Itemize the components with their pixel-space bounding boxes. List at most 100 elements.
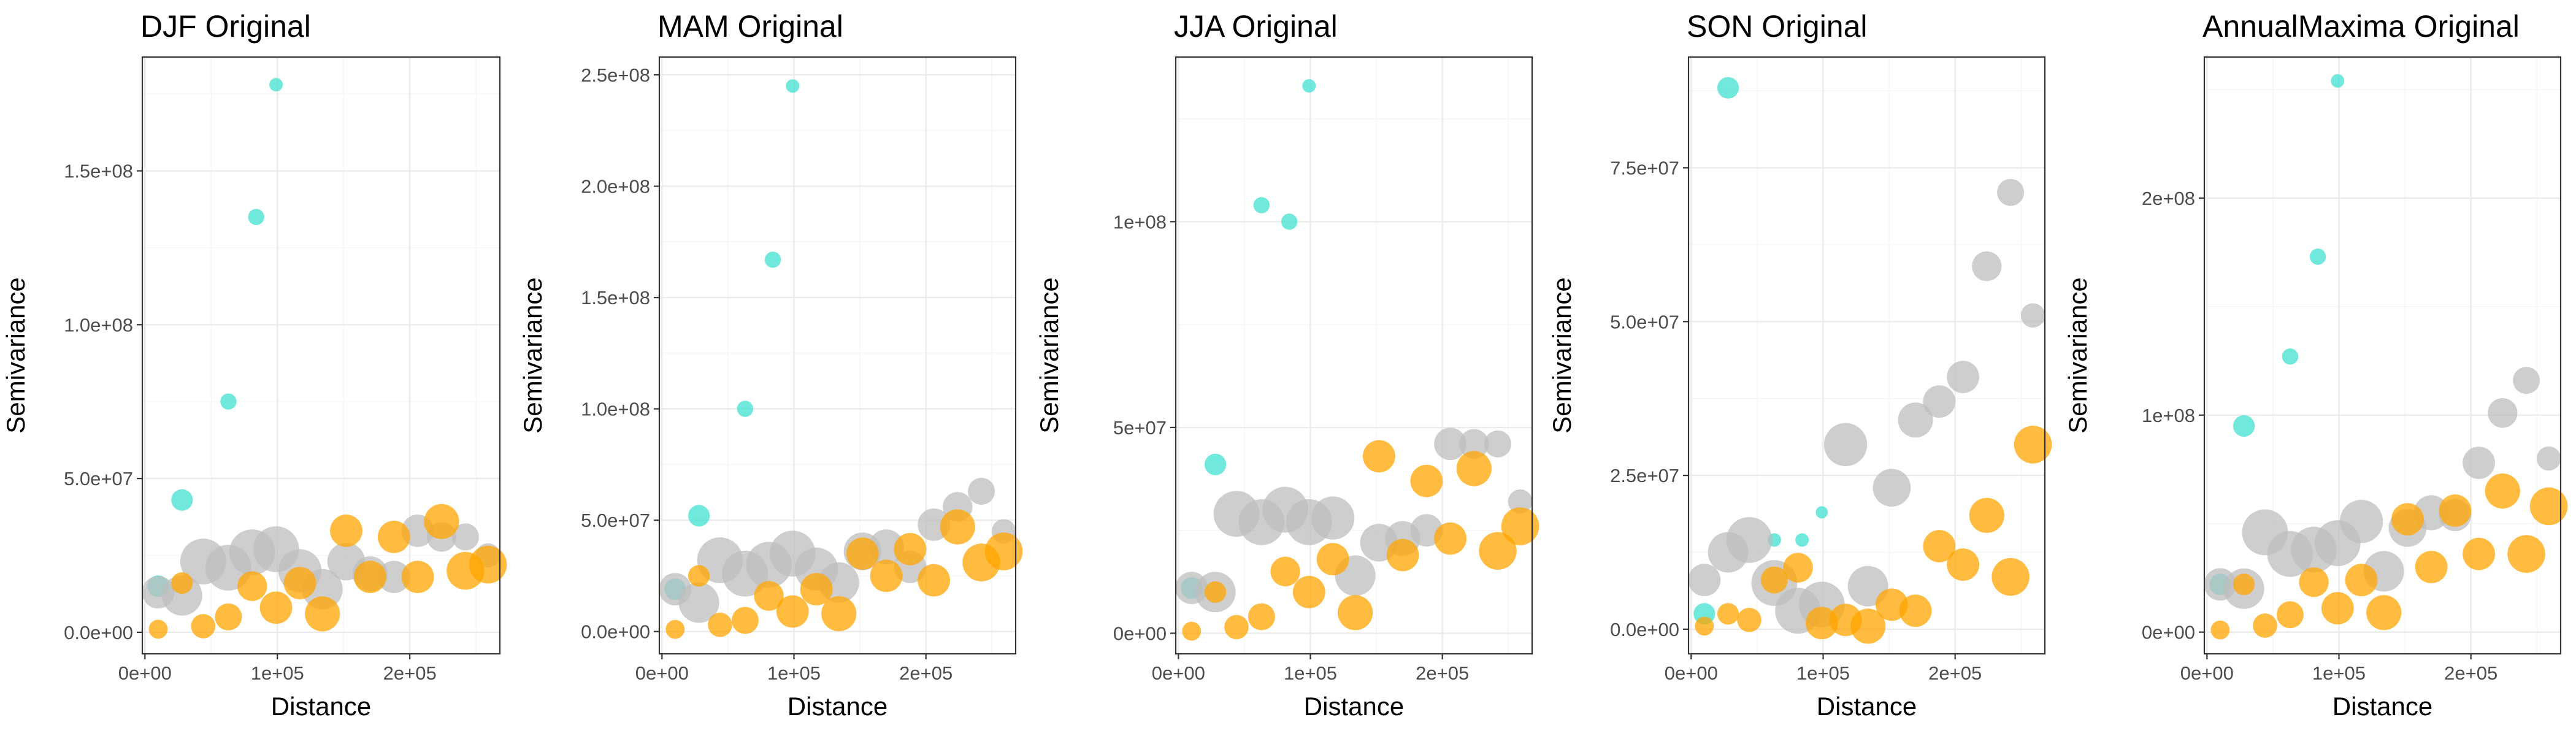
- point-orange-1: [1695, 616, 1714, 636]
- point-orange-12: [1947, 548, 1980, 581]
- point-cyan-4: [1281, 213, 1298, 230]
- point-grey-13: [1972, 251, 2002, 282]
- point-orange-15: [2529, 487, 2568, 526]
- point-cyan-2: [1717, 77, 1739, 99]
- point-orange-10: [870, 559, 903, 592]
- point-orange-8: [1850, 608, 1886, 644]
- point-cyan-3: [2282, 348, 2299, 365]
- point-orange-15: [984, 532, 1023, 570]
- y-axis-title: Semivariance: [518, 277, 547, 433]
- point-cyan-2: [1205, 453, 1227, 475]
- point-orange-12: [1434, 522, 1467, 555]
- chart-title: DJF Original: [140, 9, 311, 44]
- panel-2: 0e+00 1e+05 2e+05 0.0e+00 5.0e+07 1.0e+08 1.5e…: [518, 9, 1023, 721]
- point-orange-10: [2415, 551, 2448, 583]
- point-orange-5: [1270, 556, 1300, 586]
- y-tick-label: 2.5e+07: [1610, 465, 1679, 486]
- x-tick-label: 0e+00: [1665, 662, 1718, 684]
- panel-border: [141, 56, 501, 655]
- point-orange-12: [401, 561, 434, 593]
- x-tick-label: 0e+00: [635, 662, 689, 684]
- point-grey-7: [2339, 500, 2383, 543]
- point-orange-11: [1923, 530, 1956, 562]
- point-orange-10: [1386, 539, 1419, 572]
- point-orange-15: [1501, 507, 1539, 545]
- point-grey-7: [1311, 496, 1355, 540]
- point-grey-14: [1997, 178, 2025, 206]
- point-orange-3: [2253, 613, 2277, 638]
- point-orange-10: [354, 561, 386, 593]
- panel-5: 0e+00 1e+05 2e+05 0e+00 1e+08 2e+08 AnnualMaxi…: [2063, 9, 2568, 721]
- point-orange-2: [688, 565, 710, 587]
- x-tick-label: 1e+05: [1796, 662, 1850, 684]
- chart-title: AnnualMaxima Original: [2202, 9, 2520, 44]
- y-tick-label: 1.0e+08: [581, 399, 650, 420]
- plot-background: [1176, 57, 1532, 654]
- point-grey-9: [1873, 469, 1911, 507]
- x-tick-label: 2e+05: [2444, 662, 2497, 684]
- point-orange-14: [1479, 532, 1517, 570]
- point-cyan-3: [737, 401, 754, 417]
- point-orange-4: [1760, 566, 1788, 594]
- y-tick-label: 1.0e+08: [64, 314, 133, 335]
- point-grey-11: [377, 561, 410, 593]
- point-orange-7: [800, 573, 833, 606]
- x-tick-label: 1e+05: [1284, 662, 1337, 684]
- point-cyan-3: [220, 393, 237, 410]
- point-orange-7: [2345, 564, 2378, 597]
- point-cyan-4: [248, 209, 264, 225]
- panel-border: [1687, 56, 2046, 655]
- point-grey-13: [1459, 429, 1489, 459]
- point-orange-2: [171, 572, 193, 594]
- point-orange-11: [377, 521, 410, 553]
- point-cyan-2: [171, 489, 193, 511]
- point-orange-3: [708, 613, 732, 637]
- panel-border: [2203, 56, 2562, 655]
- panel-border: [658, 56, 1017, 655]
- y-tick-label: 2.5e+08: [581, 64, 650, 86]
- y-tick-label: 1e+08: [2142, 405, 2195, 426]
- point-cyan-2: [688, 505, 710, 527]
- point-grey-3: [1726, 517, 1773, 563]
- point-orange-6: [776, 595, 809, 628]
- point-grey-12: [1947, 361, 1980, 393]
- y-tick-label: 1e+08: [1113, 211, 1167, 232]
- point-orange-9: [330, 515, 362, 547]
- panel-4: 0e+00 1e+05 2e+05 0.0e+00 2.5e+07 5.0e+07 7.5e…: [1547, 9, 2052, 721]
- point-orange-13: [2485, 473, 2520, 509]
- y-tick-label: 1.5e+08: [581, 287, 650, 309]
- point-orange-2: [1717, 603, 1739, 625]
- y-tick-label: 0.0e+00: [1610, 619, 1679, 640]
- point-grey-1: [1688, 564, 1721, 596]
- point-orange-12: [2463, 537, 2496, 570]
- x-axis-title: Distance: [1304, 692, 1404, 721]
- point-orange-9: [2391, 503, 2424, 535]
- point-grey-12: [2463, 447, 2496, 479]
- x-tick-label: 2e+05: [1416, 662, 1469, 684]
- x-tick-label: 1e+05: [2312, 662, 2366, 684]
- point-orange-11: [1410, 464, 1443, 497]
- x-axis-title: Distance: [1817, 692, 1917, 721]
- point-orange-8: [305, 596, 340, 632]
- y-tick-label: 0e+00: [2142, 622, 2195, 643]
- panel-border: [1175, 56, 1533, 655]
- point-orange-13: [424, 504, 459, 539]
- point-orange-5: [1783, 553, 1813, 583]
- point-grey-15: [2020, 303, 2045, 328]
- point-orange-1: [1182, 621, 1202, 641]
- y-axis-title: Semivariance: [2063, 277, 2092, 433]
- chart-title: JJA Original: [1174, 9, 1338, 44]
- point-orange-7: [1316, 543, 1349, 576]
- x-axis-title: Distance: [271, 692, 371, 721]
- x-tick-label: 2e+05: [1928, 662, 1982, 684]
- y-axis-title: Semivariance: [1035, 277, 1064, 433]
- y-tick-label: 0.0e+00: [581, 621, 650, 643]
- point-orange-13: [940, 509, 975, 545]
- point-cyan-5: [786, 79, 800, 93]
- point-orange-5: [2299, 567, 2329, 597]
- point-orange-3: [191, 614, 216, 638]
- point-grey-15: [1508, 489, 1533, 514]
- panel-1: 0e+00 1e+05 2e+05 0.0e+00 5.0e+07 1.0e+08 1.5e…: [1, 9, 507, 721]
- y-tick-label: 5.0e+07: [1610, 311, 1679, 332]
